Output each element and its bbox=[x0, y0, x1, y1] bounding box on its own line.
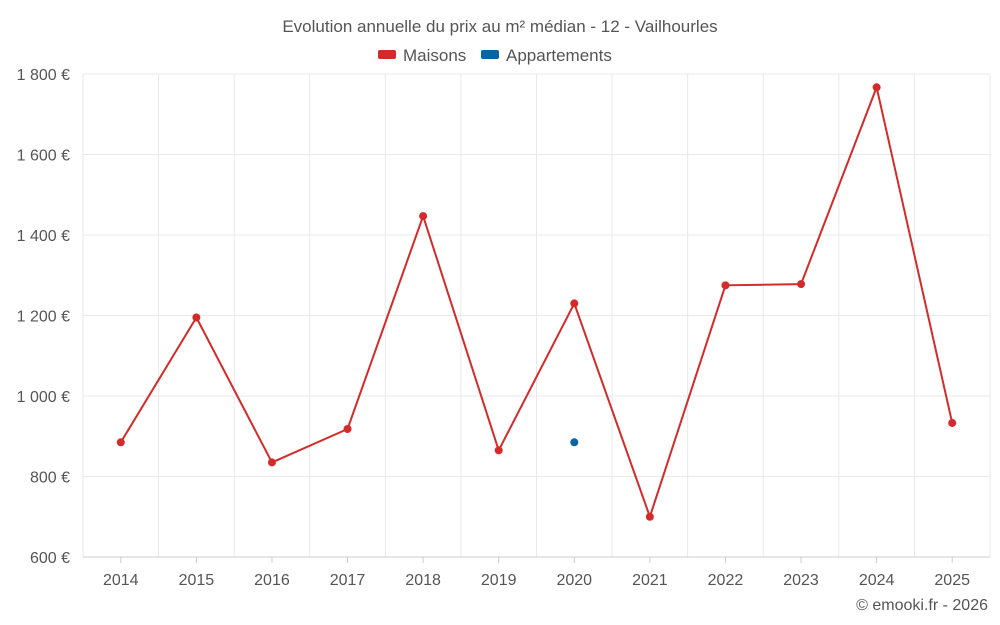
data-point[interactable] bbox=[948, 418, 957, 427]
data-point[interactable] bbox=[797, 280, 806, 289]
legend-swatch-appartements bbox=[481, 50, 499, 59]
series-layer bbox=[116, 83, 957, 521]
data-point[interactable] bbox=[721, 281, 730, 290]
x-gridlines bbox=[82, 74, 991, 557]
y-tick-label: 1 000 € bbox=[17, 389, 70, 406]
data-point[interactable] bbox=[872, 83, 881, 92]
x-tick-label: 2018 bbox=[405, 572, 441, 589]
legend-item-maisons[interactable]: Maisons bbox=[378, 46, 466, 65]
data-point[interactable] bbox=[645, 512, 654, 521]
data-point[interactable] bbox=[494, 446, 503, 455]
legend-swatch-maisons bbox=[378, 50, 396, 59]
data-point[interactable] bbox=[570, 299, 579, 308]
chart-title: Evolution annuelle du prix au m² médian … bbox=[282, 17, 717, 36]
legend-label-maisons: Maisons bbox=[403, 46, 466, 65]
y-tick-label: 1 400 € bbox=[17, 228, 70, 245]
x-tick-label: 2022 bbox=[708, 572, 744, 589]
y-tick-label: 600 € bbox=[30, 550, 70, 567]
x-tick-label: 2025 bbox=[934, 572, 970, 589]
y-tick-label: 1 600 € bbox=[17, 148, 70, 165]
x-tick-label: 2014 bbox=[103, 572, 139, 589]
series-line bbox=[119, 86, 954, 518]
x-tick-label: 2023 bbox=[783, 572, 819, 589]
x-tick-label: 2016 bbox=[254, 572, 290, 589]
x-tick-label: 2017 bbox=[330, 572, 366, 589]
data-point[interactable] bbox=[192, 313, 201, 322]
data-point[interactable] bbox=[570, 438, 579, 447]
x-tick-label: 2021 bbox=[632, 572, 668, 589]
legend-label-appartements: Appartements bbox=[506, 46, 612, 65]
data-point[interactable] bbox=[267, 458, 276, 467]
data-point[interactable] bbox=[343, 425, 352, 434]
chart-credit: © emooki.fr - 2026 bbox=[856, 597, 988, 614]
series-appartements bbox=[570, 438, 579, 447]
series-maisons bbox=[116, 83, 957, 521]
y-axis: 600 € 800 € 1 000 € 1 200 € 1 400 € 1 600 € 1 … bbox=[17, 67, 70, 567]
x-tick-label: 2020 bbox=[556, 572, 592, 589]
data-point[interactable] bbox=[116, 438, 125, 447]
x-tick-label: 2024 bbox=[859, 572, 895, 589]
x-tick-label: 2019 bbox=[481, 572, 517, 589]
y-tick-label: 1 800 € bbox=[17, 67, 70, 84]
y-tick-label: 800 € bbox=[30, 470, 70, 487]
data-point[interactable] bbox=[419, 212, 428, 221]
y-tick-label: 1 200 € bbox=[17, 309, 70, 326]
x-tick-label: 2015 bbox=[179, 572, 215, 589]
x-axis: 2014 2015 2016 2017 2018 2019 2020 2021 2022 2023… bbox=[83, 556, 990, 589]
legend: Maisons Appartements bbox=[378, 46, 612, 65]
legend-item-appartements[interactable]: Appartements bbox=[481, 46, 612, 65]
